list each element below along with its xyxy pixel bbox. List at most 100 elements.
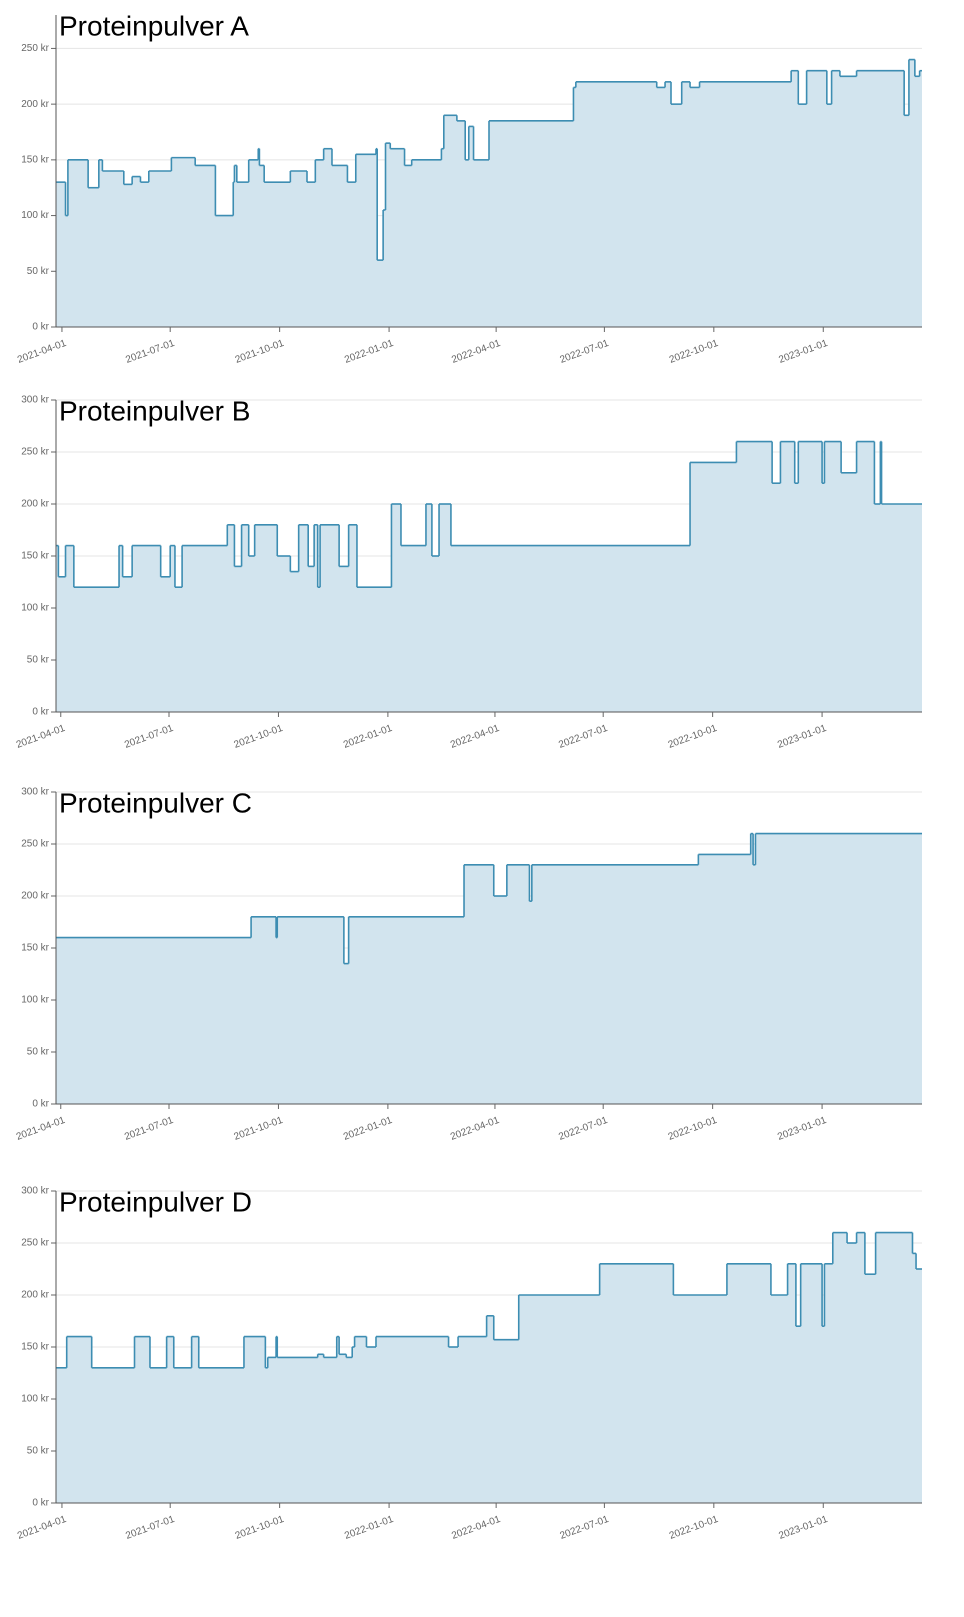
area-step (914, 76, 920, 328)
y-tick-label: 0 kr (32, 322, 49, 333)
area-step (134, 1336, 150, 1503)
area-step (88, 187, 99, 327)
area-step (132, 176, 141, 327)
y-tick-label: 300 kr (21, 1186, 49, 1197)
area-step (298, 524, 309, 712)
area-step (919, 70, 922, 327)
area-step (317, 587, 321, 712)
area-step (458, 1336, 487, 1503)
chart: 0 kr 50 kr 100 kr 150 kr 200 kr 250 kr 300 kr 2… (16, 1186, 922, 1542)
x-tick-label: 2022-01-01 (342, 723, 394, 751)
area-step (259, 165, 265, 327)
area-step (254, 524, 278, 712)
area-step (529, 901, 532, 1104)
area-step (243, 1336, 266, 1503)
y-tick-label: 250 kr (21, 839, 49, 850)
area-step (456, 120, 466, 327)
area-step (166, 1336, 174, 1503)
area-step (736, 441, 773, 712)
area-step (795, 1326, 801, 1503)
area-step (346, 1357, 353, 1503)
area-step (880, 441, 882, 712)
area-step (874, 504, 881, 712)
area-step (518, 1295, 600, 1503)
x-tick-label: 2021-07-01 (123, 1115, 175, 1143)
area-step (347, 182, 356, 327)
area-step (856, 70, 905, 327)
area-step (315, 159, 324, 327)
series (56, 441, 922, 712)
area-step (132, 545, 161, 712)
area-step (258, 148, 260, 327)
area-step (493, 1339, 519, 1503)
area-step (681, 81, 691, 327)
area-step (822, 1326, 825, 1503)
area-step (348, 524, 357, 712)
area-step (665, 81, 672, 327)
x-tick-label: 2021-10-01 (233, 1115, 285, 1143)
y-tick-label: 50 kr (27, 266, 50, 277)
chart-title: Proteinpulver C (59, 787, 252, 818)
area-step (690, 87, 700, 327)
area-step (317, 1354, 324, 1503)
area-step (314, 524, 318, 712)
area-step (375, 1336, 449, 1503)
area-step (195, 165, 216, 327)
x-tick-label: 2022-04-01 (449, 1115, 501, 1143)
area-step (348, 916, 465, 1104)
y-tick-label: 250 kr (21, 43, 49, 54)
area-step (355, 154, 376, 327)
x-tick-label: 2022-07-01 (557, 723, 609, 751)
area-step (66, 1336, 92, 1503)
chart: 0 kr 50 kr 100 kr 150 kr 200 kr 250 kr 300 kr 2… (15, 787, 922, 1143)
area-step (489, 120, 574, 327)
y-tick-label: 300 kr (21, 395, 49, 406)
x-tick-label: 2022-07-01 (558, 338, 610, 366)
y-tick-label: 300 kr (21, 787, 49, 798)
x-tick-label: 2021-04-01 (15, 1115, 67, 1143)
y-tick-label: 200 kr (21, 99, 49, 110)
area-step (726, 1263, 771, 1503)
area-step (575, 81, 657, 327)
series-line (56, 58, 922, 261)
area-step (847, 1243, 857, 1503)
area-step (794, 483, 799, 712)
area-step (173, 1367, 192, 1503)
area-step (916, 1269, 922, 1503)
area-step (58, 576, 66, 712)
area-step (191, 1336, 199, 1503)
area-step (698, 854, 751, 1104)
area-step (234, 566, 242, 712)
area-step (806, 70, 827, 327)
area-step (241, 524, 249, 712)
y-tick-label: 100 kr (21, 603, 49, 614)
area-step (276, 937, 278, 1104)
chart: 0 kr 50 kr 100 kr 150 kr 200 kr 250 kr 2021-04… (16, 10, 922, 366)
area-step (233, 182, 235, 327)
area-step (881, 504, 922, 712)
area-step (912, 1253, 917, 1503)
area-step (448, 1347, 459, 1503)
area-step (755, 833, 922, 1104)
x-tick-label: 2023-01-01 (777, 338, 829, 366)
area-step (841, 472, 857, 712)
area-step (227, 524, 235, 712)
area-step (65, 545, 74, 712)
area-step (308, 566, 315, 712)
series (56, 833, 922, 1104)
area-step (493, 896, 507, 1104)
x-tick-label: 2021-07-01 (124, 1514, 176, 1542)
area-step (486, 1315, 494, 1503)
y-tick-label: 250 kr (21, 447, 49, 458)
area-step (160, 576, 171, 712)
y-tick-label: 250 kr (21, 1238, 49, 1249)
area-step (352, 1347, 355, 1503)
area-step (791, 70, 799, 327)
x-tick-label: 2022-10-01 (667, 1115, 719, 1143)
area-step (753, 864, 756, 1104)
y-tick-label: 50 kr (27, 655, 50, 666)
area-step (276, 1336, 278, 1503)
area-step (798, 104, 807, 328)
x-tick-label: 2022-10-01 (668, 338, 720, 366)
